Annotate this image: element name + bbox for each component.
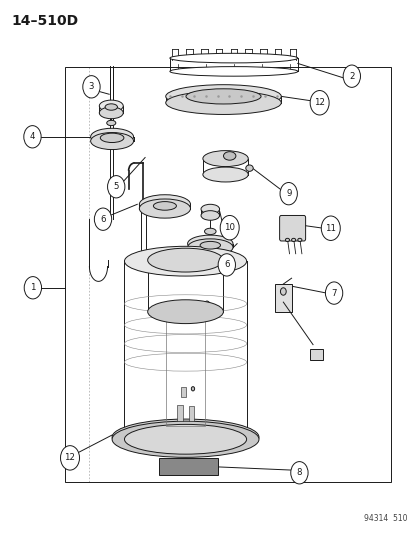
Ellipse shape	[107, 120, 116, 126]
Circle shape	[24, 277, 41, 299]
Ellipse shape	[124, 246, 246, 276]
Circle shape	[60, 446, 79, 470]
Circle shape	[83, 76, 100, 98]
Ellipse shape	[201, 211, 219, 220]
Ellipse shape	[139, 199, 190, 218]
Ellipse shape	[147, 248, 223, 272]
Ellipse shape	[223, 152, 235, 160]
Text: 5: 5	[113, 182, 119, 191]
Ellipse shape	[147, 300, 223, 324]
Bar	[309, 349, 323, 360]
Ellipse shape	[169, 67, 297, 76]
Ellipse shape	[90, 133, 133, 150]
Ellipse shape	[99, 100, 123, 112]
Text: 12: 12	[313, 98, 324, 107]
Bar	[165, 309, 205, 426]
Ellipse shape	[100, 133, 123, 142]
Circle shape	[325, 282, 342, 304]
Text: 3: 3	[88, 82, 94, 91]
Text: 10: 10	[224, 223, 235, 232]
Ellipse shape	[165, 85, 280, 108]
Bar	[274, 284, 291, 312]
Ellipse shape	[202, 167, 248, 182]
Bar	[158, 458, 218, 475]
Bar	[188, 406, 193, 421]
Text: 1: 1	[30, 283, 36, 292]
Ellipse shape	[112, 419, 259, 455]
Ellipse shape	[153, 201, 176, 210]
Ellipse shape	[297, 238, 301, 241]
Ellipse shape	[187, 239, 233, 256]
Circle shape	[342, 65, 360, 87]
Ellipse shape	[187, 235, 233, 252]
Bar	[177, 405, 183, 421]
Text: 8: 8	[296, 469, 301, 477]
Circle shape	[279, 182, 297, 205]
Circle shape	[309, 91, 328, 115]
Text: 12: 12	[64, 454, 75, 463]
Ellipse shape	[165, 91, 280, 115]
Circle shape	[24, 126, 41, 148]
Text: 6: 6	[100, 215, 105, 224]
FancyBboxPatch shape	[279, 215, 305, 241]
Ellipse shape	[185, 89, 261, 104]
Ellipse shape	[105, 104, 117, 110]
Circle shape	[94, 208, 112, 230]
Text: 11: 11	[325, 224, 335, 233]
Text: 9: 9	[285, 189, 291, 198]
Ellipse shape	[169, 53, 297, 63]
Ellipse shape	[90, 128, 133, 146]
Text: 2: 2	[348, 71, 354, 80]
Circle shape	[290, 462, 307, 484]
Ellipse shape	[245, 165, 253, 171]
Ellipse shape	[202, 151, 248, 166]
Ellipse shape	[112, 421, 259, 457]
Ellipse shape	[99, 107, 123, 119]
Ellipse shape	[124, 424, 246, 454]
Ellipse shape	[202, 301, 211, 317]
Ellipse shape	[191, 386, 194, 391]
Ellipse shape	[204, 228, 216, 235]
Text: 7: 7	[330, 288, 336, 297]
Circle shape	[107, 175, 125, 198]
Ellipse shape	[291, 238, 295, 241]
Text: 6: 6	[223, 261, 229, 269]
Ellipse shape	[285, 238, 289, 241]
Ellipse shape	[280, 288, 285, 295]
Circle shape	[218, 254, 235, 276]
Text: 4: 4	[30, 132, 35, 141]
Bar	[64, 67, 390, 482]
Ellipse shape	[139, 195, 190, 214]
Circle shape	[320, 216, 339, 240]
Text: 94314  510: 94314 510	[363, 514, 406, 523]
Ellipse shape	[199, 241, 220, 249]
Ellipse shape	[201, 204, 219, 214]
Bar	[181, 387, 185, 397]
Circle shape	[220, 215, 239, 240]
Text: 14–510D: 14–510D	[11, 14, 78, 28]
